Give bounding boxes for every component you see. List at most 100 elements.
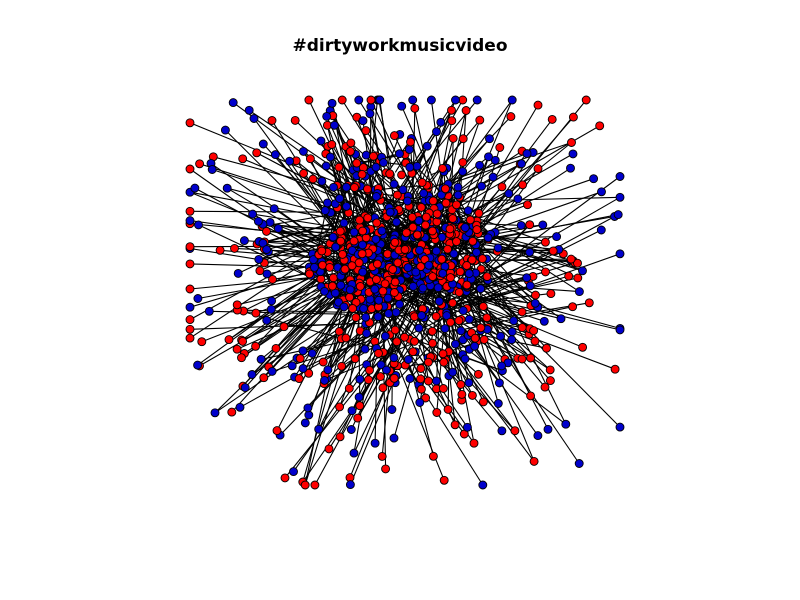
graph-edge: [378, 99, 392, 169]
graph-node-blue: [493, 399, 503, 408]
graph-node-red: [461, 106, 471, 115]
graph-node-blue: [371, 162, 381, 172]
graph-node-blue: [424, 260, 434, 270]
graph-node-blue: [347, 406, 357, 416]
graph-node-red: [350, 183, 359, 192]
graph-node-blue: [436, 190, 446, 200]
graph-node-blue: [185, 216, 195, 226]
graph-edge: [304, 296, 357, 424]
graph-node-red: [361, 126, 371, 136]
graph-node-red: [377, 451, 387, 461]
graph-node-red: [355, 281, 365, 291]
graph-node-red: [428, 451, 438, 461]
graph-node-red: [440, 184, 450, 194]
graph-node-blue: [417, 311, 427, 320]
graph-node-red: [400, 245, 410, 254]
graph-node-red: [349, 236, 359, 246]
graph-node-blue: [287, 361, 297, 371]
graph-edge: [244, 288, 338, 354]
graph-edge: [394, 342, 433, 384]
graph-edge: [189, 275, 330, 290]
graph-node-red: [334, 162, 344, 172]
graph-node-blue: [451, 95, 460, 105]
graph-node-red: [267, 116, 277, 125]
graph-node-red: [376, 372, 385, 382]
graph-node-red: [548, 246, 558, 256]
graph-node-red: [584, 298, 594, 308]
graph-node-blue: [317, 176, 327, 186]
graph-node-red: [185, 333, 195, 343]
graph-node-blue: [359, 304, 369, 313]
graph-node-blue: [462, 422, 472, 432]
graph-node-red: [227, 407, 237, 417]
graph-node-blue: [339, 218, 349, 228]
graph-node-blue: [256, 354, 266, 364]
graph-node-red: [455, 267, 465, 277]
graph-node-blue: [300, 418, 310, 428]
graph-node-blue: [322, 198, 332, 208]
graph-edge: [365, 154, 385, 191]
graph-node-red: [334, 327, 344, 336]
graph-title: #dirtyworkmusicvideo: [292, 36, 508, 56]
graph-node-red: [482, 272, 492, 282]
graph-node-blue: [538, 220, 548, 230]
graph-edge: [225, 129, 344, 248]
graph-node-red: [383, 249, 392, 259]
graph-node-red: [304, 95, 314, 105]
graph-node-blue: [574, 459, 584, 468]
graph-edge: [458, 280, 535, 462]
graph-node-red: [427, 226, 437, 236]
graph-node-blue: [478, 480, 488, 490]
graph-edge: [314, 264, 436, 486]
graph-node-blue: [458, 306, 468, 316]
graph-node-blue: [323, 365, 333, 375]
graph-node-blue: [615, 325, 625, 335]
graph-node-red: [412, 230, 422, 240]
graph-node-red: [482, 313, 492, 323]
graph-node-red: [335, 432, 345, 442]
graph-node-red: [431, 311, 441, 321]
graph-node-blue: [345, 285, 355, 295]
graph-node-blue: [244, 105, 254, 115]
graph-node-red: [305, 154, 315, 164]
graph-node-red: [448, 133, 458, 143]
graph-node-red: [397, 170, 407, 180]
graph-node-blue: [358, 267, 368, 277]
graph-node-blue: [247, 370, 257, 379]
graph-node-red: [351, 313, 361, 322]
graph-node-red: [566, 254, 576, 264]
graph-node-red: [185, 164, 195, 174]
graph-node-red: [416, 202, 426, 212]
graph-node-blue: [463, 206, 473, 216]
graph-node-red: [581, 95, 591, 105]
graph-node-blue: [485, 134, 494, 144]
graph-node-red: [438, 163, 447, 173]
graph-node-blue: [496, 331, 506, 341]
graph-node-red: [428, 272, 438, 282]
graph-node-blue: [418, 283, 428, 293]
graph-node-blue: [298, 346, 308, 356]
graph-node-blue: [450, 339, 460, 349]
graph-node-red: [410, 336, 419, 346]
graph-node-blue: [552, 232, 562, 242]
graph-node-red: [407, 212, 417, 222]
graph-node-red: [366, 95, 376, 105]
graph-edge: [463, 267, 549, 430]
graph-node-red: [458, 157, 468, 167]
graph-node-blue: [525, 281, 535, 291]
graph-node-blue: [493, 243, 503, 253]
graph-node-blue: [464, 378, 474, 388]
graph-node-red: [533, 164, 543, 174]
graph-node-blue: [374, 295, 384, 305]
graph-node-red: [374, 348, 383, 358]
graph-node-blue: [185, 302, 195, 312]
graph-node-red: [567, 138, 576, 147]
graph-node-red: [438, 349, 448, 359]
graph-node-red: [355, 401, 365, 411]
graph-node-blue: [613, 210, 623, 220]
graph-node-red: [462, 280, 472, 290]
graph-node-blue: [262, 315, 272, 325]
graph-node-red: [568, 112, 578, 122]
